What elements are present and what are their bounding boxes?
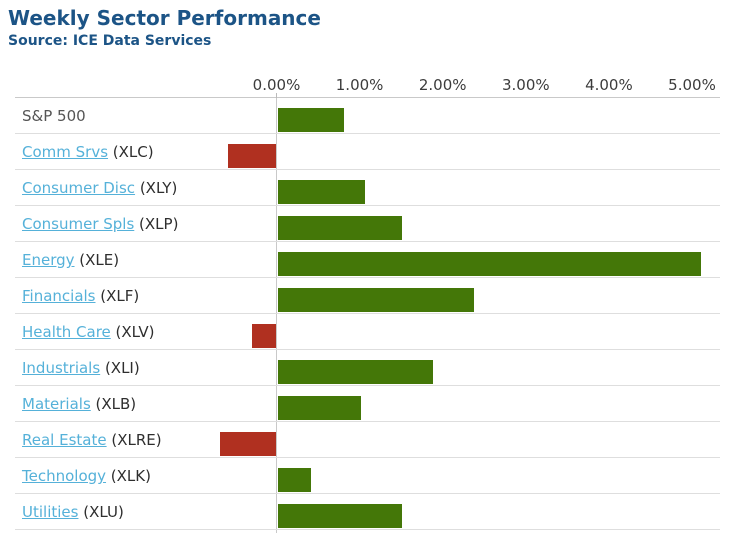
x-axis-tick-label: 4.00%: [585, 76, 633, 94]
bar-positive: [277, 468, 311, 492]
sector-link[interactable]: Utilities: [22, 503, 79, 521]
chart-source-label: Source: ICE Data Services: [8, 33, 212, 49]
chart-row: Comm Srvs (XLC): [15, 134, 720, 170]
ticker-label: (XLK): [106, 467, 151, 485]
sector-link[interactable]: Materials: [22, 395, 91, 413]
sector-performance-bar-chart: 0.00% 1.00% 2.00% 3.00% 4.00% 5.00% S&P 500 Co…: [15, 76, 720, 533]
row-label: Energy (XLE): [22, 242, 119, 277]
bar-positive: [277, 180, 365, 204]
chart-row: Materials (XLB): [15, 386, 720, 422]
row-label: Real Estate (XLRE): [22, 422, 162, 457]
chart-row: Utilities (XLU): [15, 494, 720, 530]
ticker-label: (XLP): [134, 215, 179, 233]
row-label: S&P 500: [22, 107, 86, 125]
ticker-label: (XLRE): [106, 431, 162, 449]
row-label: Comm Srvs (XLC): [22, 134, 154, 169]
sector-link[interactable]: Health Care: [22, 323, 111, 341]
row-label: Financials (XLF): [22, 278, 139, 313]
sector-link[interactable]: Comm Srvs: [22, 143, 109, 161]
bar-positive: [277, 360, 433, 384]
bar-positive: [277, 288, 475, 312]
ticker-label: (XLB): [90, 395, 137, 413]
plot-area: S&P 500 Comm Srvs (XLC) Consumer Disc (XLY…: [15, 98, 720, 533]
x-axis: 0.00% 1.00% 2.00% 3.00% 4.00% 5.00%: [15, 76, 720, 98]
sector-link[interactable]: Energy: [22, 251, 75, 269]
sector-link[interactable]: Real Estate: [22, 431, 107, 449]
chart-row: Health Care (XLV): [15, 314, 720, 350]
chart-row: Technology (XLK): [15, 458, 720, 494]
row-label: Consumer Spls (XLP): [22, 206, 178, 241]
row-label: Materials (XLB): [22, 386, 136, 421]
row-label: Consumer Disc (XLY): [22, 170, 177, 205]
row-label: Industrials (XLI): [22, 350, 140, 385]
x-axis-tick-label: 1.00%: [335, 76, 384, 94]
x-axis-tick-label: 5.00%: [668, 76, 716, 94]
row-label: Technology (XLK): [22, 458, 151, 493]
chart-row: Financials (XLF): [15, 278, 720, 314]
bar-positive: [277, 108, 344, 132]
chart-row: Consumer Disc (XLY): [15, 170, 720, 206]
x-axis-tick-label: 3.00%: [501, 76, 550, 94]
ticker-label: (XLE): [74, 251, 120, 269]
bar-positive: [277, 504, 403, 528]
row-label: Utilities (XLU): [22, 494, 124, 529]
sector-link[interactable]: Financials: [22, 287, 96, 305]
bar-positive: [277, 252, 702, 276]
sector-link[interactable]: Industrials: [22, 359, 101, 377]
sector-link[interactable]: Consumer Disc: [22, 179, 136, 197]
sector-link[interactable]: Consumer Spls: [22, 215, 135, 233]
ticker-label: (XLF): [95, 287, 140, 305]
ticker-label: (XLU): [78, 503, 124, 521]
x-axis-tick-label: 0.00%: [252, 76, 301, 94]
bar-positive: [277, 396, 361, 420]
chart-row: Real Estate (XLRE): [15, 422, 720, 458]
chart-row: Energy (XLE): [15, 242, 720, 278]
bar-negative: [219, 432, 277, 456]
zero-gridline: [276, 98, 277, 533]
sector-link[interactable]: Technology: [22, 467, 107, 485]
bar-positive: [277, 216, 403, 240]
chart-row: Consumer Spls (XLP): [15, 206, 720, 242]
bar-negative: [251, 324, 277, 348]
bar-negative: [228, 144, 277, 168]
chart-row: Industrials (XLI): [15, 350, 720, 386]
zero-tick-mark: [276, 93, 277, 98]
ticker-label: (XLV): [110, 323, 155, 341]
ticker-label: (XLI): [100, 359, 140, 377]
page-title: Weekly Sector Performance: [8, 6, 321, 30]
row-label: Health Care (XLV): [22, 314, 154, 349]
x-axis-tick-label: 2.00%: [418, 76, 467, 94]
chart-row: S&P 500: [15, 98, 720, 134]
ticker-label: (XLC): [108, 143, 154, 161]
ticker-label: (XLY): [135, 179, 178, 197]
